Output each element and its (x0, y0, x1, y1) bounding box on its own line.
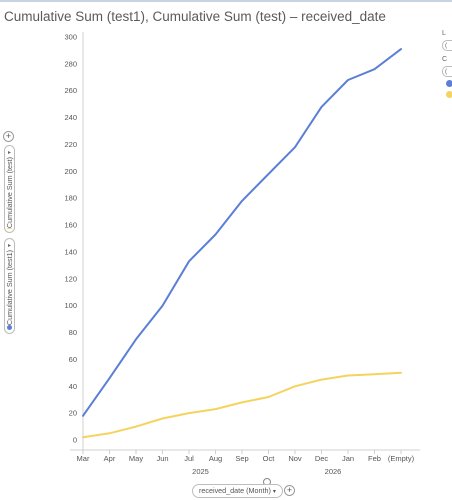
x-tick-label: (Empty) (388, 454, 415, 463)
chevron-down-icon: ▸ (7, 243, 11, 249)
x-tick-label: May (129, 454, 143, 463)
y-tick-label: 20 (69, 409, 77, 418)
x-year-label: 2025 (192, 467, 209, 476)
y-axis-ticks: 0 20 40 60 80 100 120 140 160 180 200 220 240 260 280 3… (64, 33, 77, 445)
x-tick-label: Dec (315, 454, 329, 463)
y-tick-label: 240 (64, 113, 77, 122)
legend-panel: L ( C ( (442, 28, 452, 102)
x-tick-label: Nov (288, 454, 302, 463)
series-line (82, 371, 402, 439)
x-axis-pill[interactable]: received_date (Month) ▾ (192, 484, 283, 498)
x-tick-label: Aug (209, 454, 222, 463)
series-lines (82, 48, 402, 439)
add-y-axis-button[interactable]: + (3, 131, 14, 142)
y-tick-label: 0 (73, 436, 77, 445)
x-tick-label: Apr (104, 454, 116, 463)
y-axis-pill-test1[interactable]: ▸ Cumulative Sum (test1) (4, 238, 15, 334)
x-axis-pill-label: received_date (Month) (199, 486, 271, 495)
chart-axes (70, 32, 420, 451)
y-tick-label: 200 (64, 167, 77, 176)
chevron-down-icon: ▾ (272, 489, 276, 495)
y-tick-label: 40 (69, 382, 77, 391)
y-tick-label: 120 (64, 274, 77, 283)
y-tick-label: 80 (69, 328, 77, 337)
y-tick-label: 300 (64, 33, 77, 42)
x-tick-label: Sep (235, 454, 248, 463)
y-axis-pill-test[interactable]: ▸ Cumulative Sum (test) (4, 145, 15, 233)
y-tick-label: 180 (64, 194, 77, 203)
series-color-dot (7, 325, 12, 330)
x-tick-label: Oct (263, 454, 276, 463)
chevron-down-icon: ▸ (7, 150, 11, 156)
series-line (82, 48, 402, 417)
legend-color-dot[interactable] (446, 91, 452, 98)
y-tick-label: 220 (64, 140, 77, 149)
x-tick-label: Jun (156, 454, 168, 463)
x-axis-ticks: Mar Apr May Jun Jul Aug Sep Oct Nov Dec Jan Feb (Emp… (77, 450, 415, 476)
legend-dropdown[interactable]: ( (442, 40, 452, 51)
y-tick-label: 100 (64, 301, 77, 310)
y-tick-label: 140 (64, 247, 77, 256)
x-tick-label: Feb (368, 454, 381, 463)
chart-title: Cumulative Sum (test1), Cumulative Sum (… (4, 9, 386, 24)
add-x-axis-button[interactable]: + (284, 485, 295, 496)
legend-section-label: C (442, 56, 448, 63)
y-axis-pill-label: Cumulative Sum (test) (5, 157, 14, 229)
y-tick-label: 280 (64, 59, 77, 68)
legend-dropdown[interactable]: ( (442, 66, 452, 77)
x-tick-label: Mar (77, 454, 90, 463)
legend-color-dot[interactable] (446, 80, 452, 87)
legend-section-label: L (442, 30, 446, 37)
y-axis-pill-label: Cumulative Sum (test1) (5, 250, 14, 326)
y-tick-label: 260 (64, 86, 77, 95)
top-divider (0, 0, 452, 2)
x-tick-label: Jul (184, 454, 194, 463)
x-year-label: 2026 (325, 467, 342, 476)
series-color-dot (7, 228, 12, 229)
x-tick-label: Jan (342, 454, 354, 463)
y-tick-label: 60 (69, 355, 77, 364)
y-tick-label: 160 (64, 221, 77, 230)
